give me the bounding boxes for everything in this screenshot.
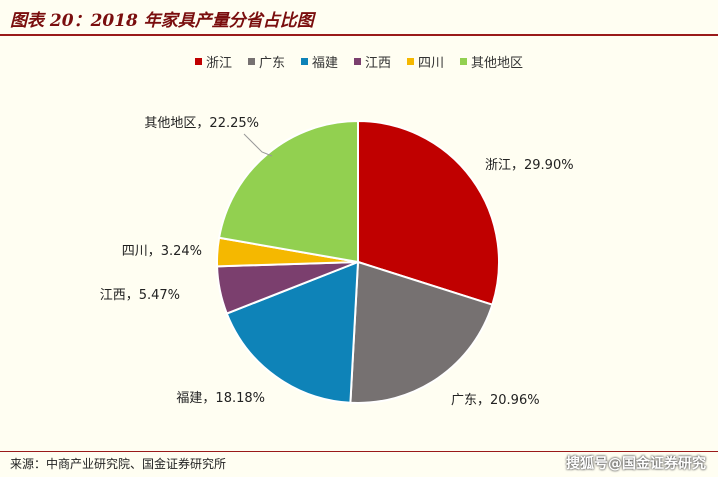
legend-item: 广东 xyxy=(247,52,285,71)
data-label: 浙江，29.90% xyxy=(485,158,574,173)
watermark: 搜狐号@国金证券研究 xyxy=(566,456,706,472)
legend-item: 浙江 xyxy=(194,52,232,71)
legend-swatch xyxy=(407,58,415,65)
legend-label: 浙江 xyxy=(205,56,232,71)
legend-item: 其他地区 xyxy=(460,52,523,71)
legend-item: 福建 xyxy=(300,52,338,71)
data-label: 其他地区，22.25% xyxy=(144,116,259,131)
data-label: 四川，3.24% xyxy=(122,244,202,259)
legend-swatch xyxy=(460,58,468,65)
legend-label: 其他地区 xyxy=(471,56,524,71)
legend-swatch xyxy=(247,58,255,65)
title-divider xyxy=(0,34,718,36)
legend-item: 四川 xyxy=(407,52,444,71)
legend-label: 广东 xyxy=(258,56,285,71)
legend-swatch xyxy=(194,58,202,65)
data-label: 广东，20.96% xyxy=(451,393,540,408)
pie-chart: 浙江，29.90% 广东，20.96% 福建，18.18% 江西，5.47% 四川，3.… xyxy=(100,116,574,408)
data-label: 江西，5.47% xyxy=(100,288,180,303)
pie-slice xyxy=(349,260,494,404)
legend-item: 江西 xyxy=(354,52,391,71)
pie-slice xyxy=(225,260,360,404)
footer-divider xyxy=(0,451,718,452)
source-note: 来源：中商产业研究院、国金证券研究所 xyxy=(10,457,227,471)
pie-slice xyxy=(217,119,359,264)
pie-slice xyxy=(357,119,500,306)
legend-label: 四川 xyxy=(418,56,445,71)
legend-swatch xyxy=(300,58,308,65)
legend-swatch xyxy=(354,58,361,65)
data-label: 福建，18.18% xyxy=(176,391,265,406)
leader-line xyxy=(243,133,273,157)
legend-label: 福建 xyxy=(311,56,338,71)
legend-label: 江西 xyxy=(365,56,392,71)
page-title: 图表 20：2018 年家具产量分省占比图 xyxy=(10,11,314,31)
chart-legend: 浙江 广东 福建 江西 四川 其他地区 xyxy=(0,52,718,71)
